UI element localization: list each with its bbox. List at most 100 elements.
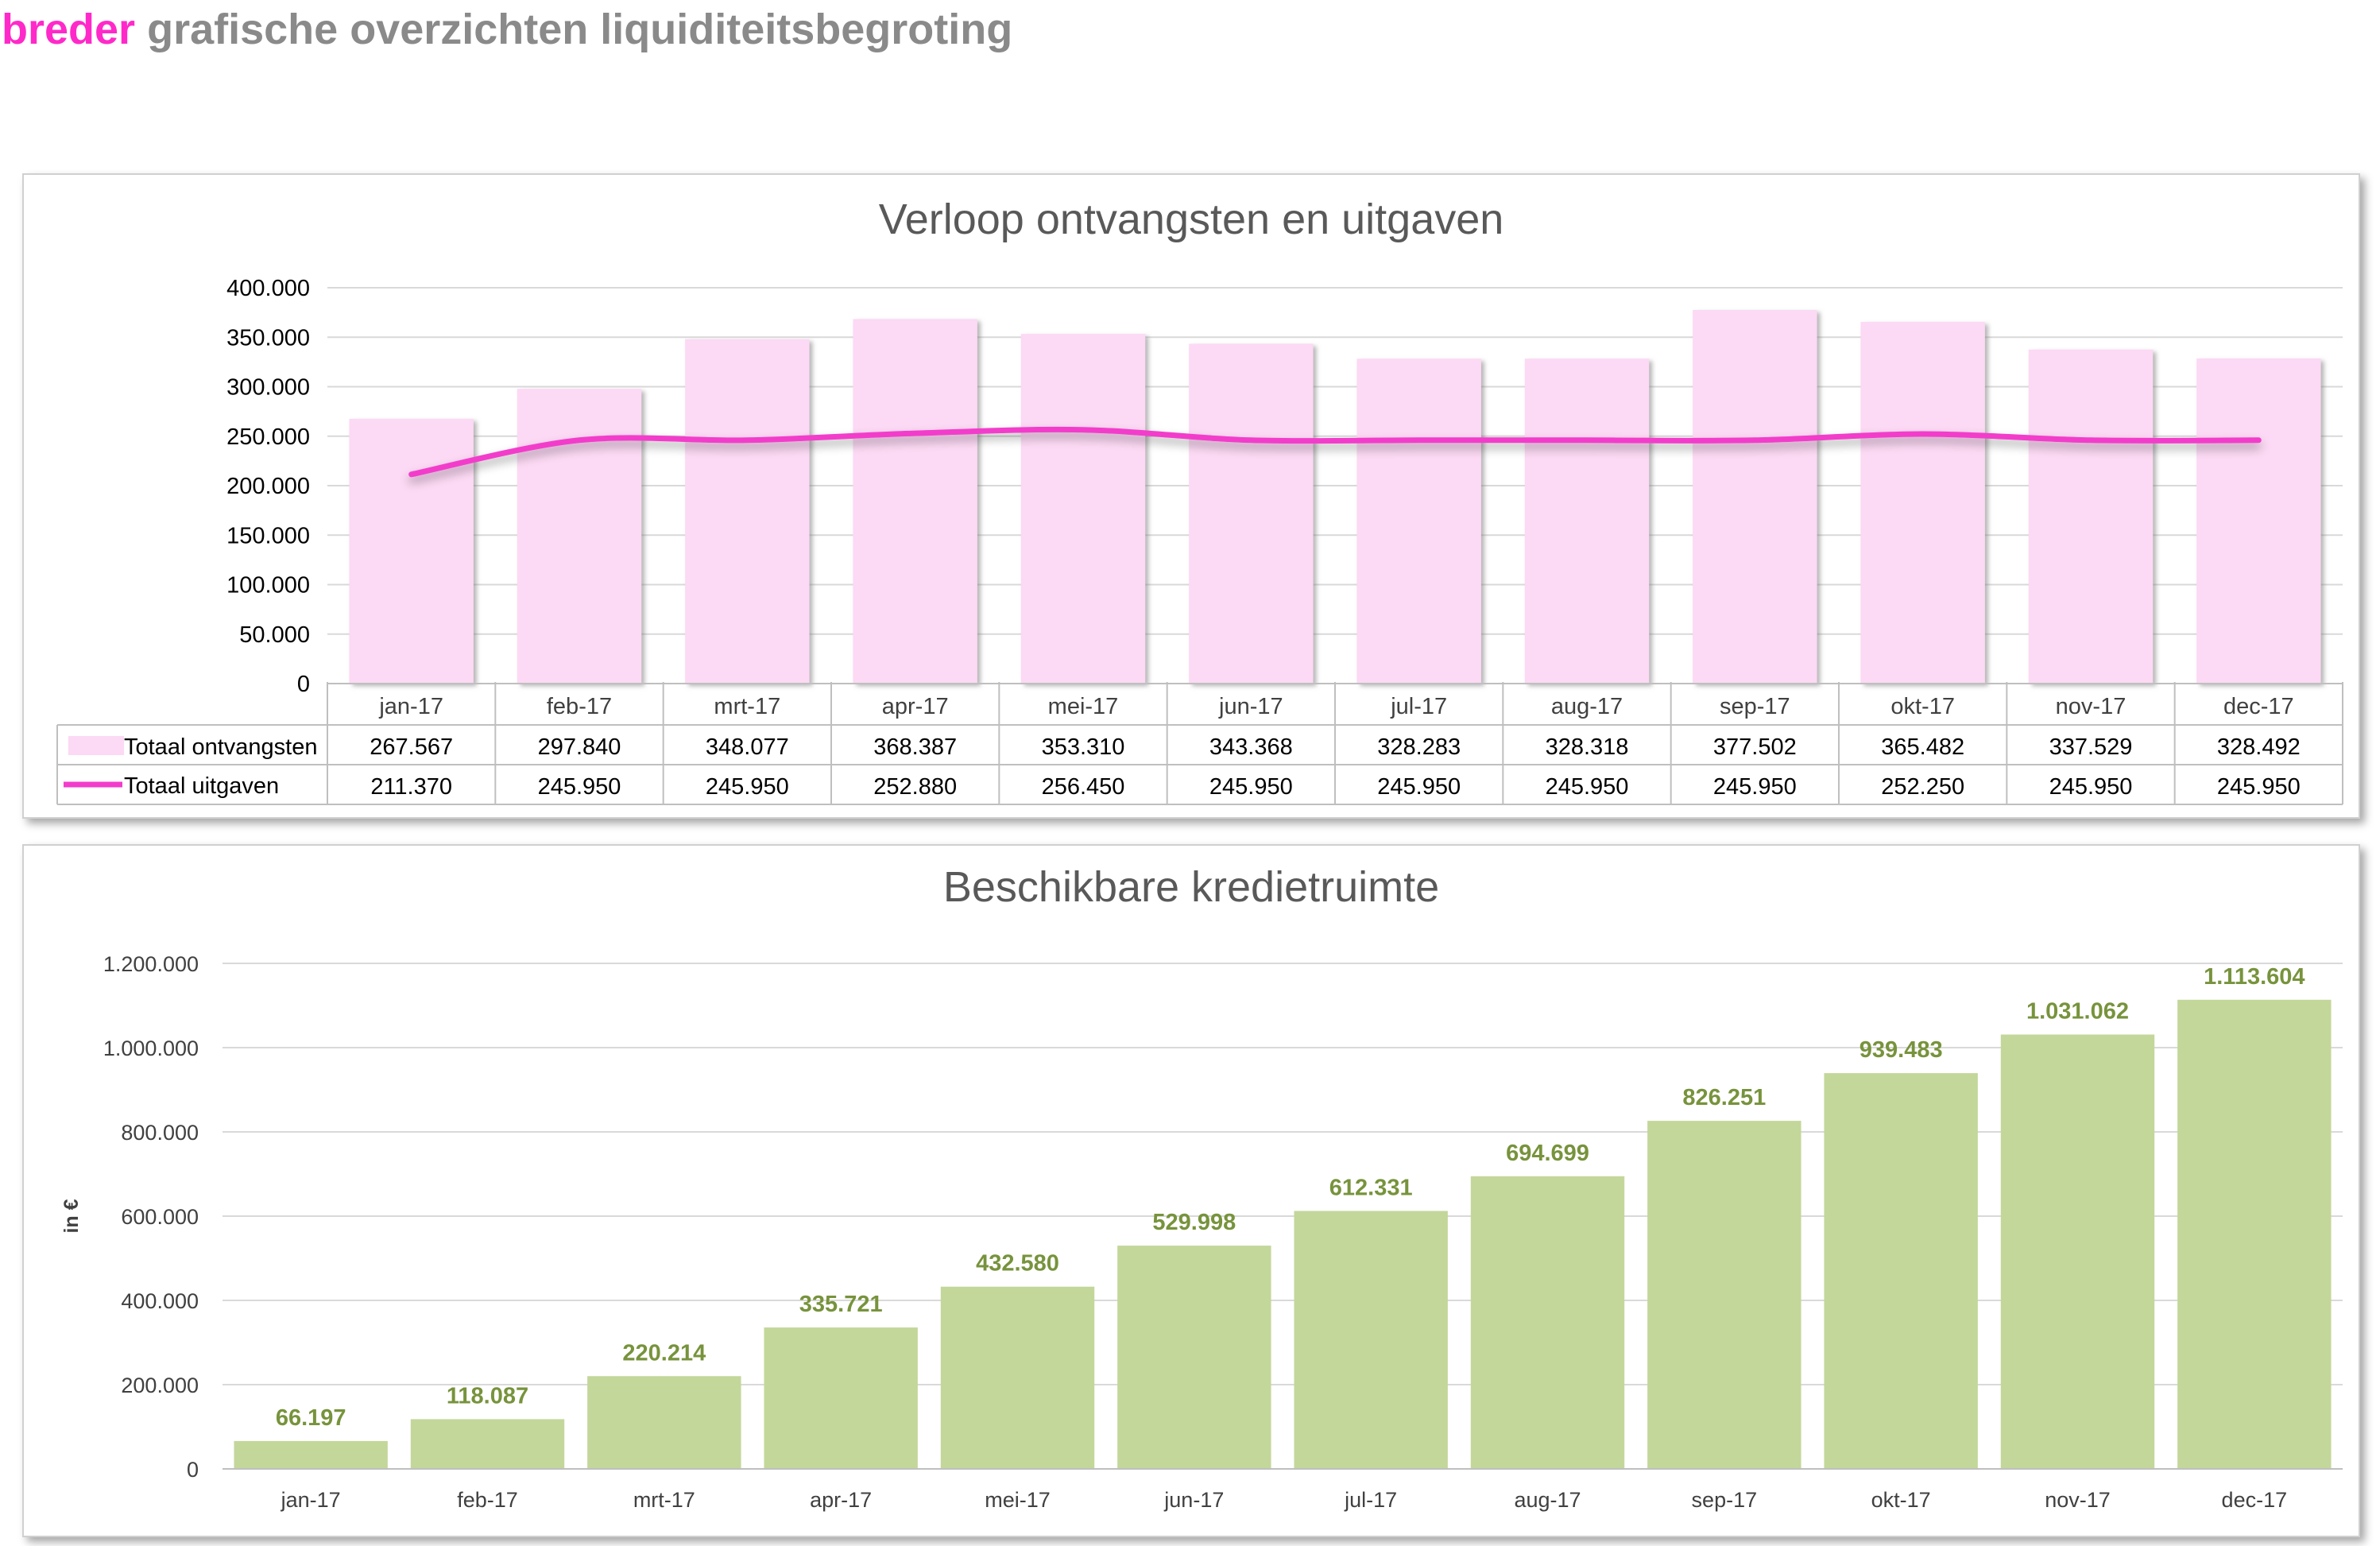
x-tick-label: mei-17 bbox=[985, 1488, 1051, 1512]
x-tick-label: feb-17 bbox=[457, 1488, 518, 1512]
chart-panel-credit: Beschikbare kredietruimte in € 0 200.000 400… bbox=[22, 844, 2360, 1537]
y-tick-label: 200.000 bbox=[121, 1374, 199, 1397]
y-tick-label: 1.000.000 bbox=[103, 1036, 199, 1060]
x-tick-label: apr-17 bbox=[810, 1488, 872, 1512]
chart-title: Verloop ontvangsten en uitgaven bbox=[879, 196, 1504, 243]
table-cell-ontvangsten: 348.077 bbox=[706, 734, 789, 760]
table-cell-uitgaven: 245.950 bbox=[1209, 774, 1293, 800]
x-tick-label: aug-17 bbox=[1551, 694, 1623, 719]
data-label: 432.580 bbox=[976, 1251, 1059, 1277]
bar-ontvangsten bbox=[1020, 334, 1146, 684]
brand-name: breder bbox=[2, 6, 136, 53]
bar-kredietruimte bbox=[1824, 1073, 1978, 1469]
x-tick-label: okt-17 bbox=[1890, 694, 1955, 719]
y-tick-label: 0 bbox=[297, 672, 310, 697]
bar-kredietruimte bbox=[410, 1419, 565, 1469]
bar-kredietruimte bbox=[587, 1376, 741, 1469]
line-uitgaven bbox=[408, 426, 2262, 478]
legend-key-ontvangsten bbox=[68, 736, 124, 755]
bar-kredietruimte bbox=[2177, 999, 2332, 1469]
bar-ontvangsten bbox=[1524, 358, 1650, 684]
bar-ontvangsten bbox=[853, 319, 977, 684]
bar-kredietruimte bbox=[234, 1440, 388, 1469]
data-label: 826.251 bbox=[1682, 1085, 1766, 1110]
table-cell-uitgaven: 245.950 bbox=[1377, 774, 1461, 800]
bar-ontvangsten bbox=[349, 418, 474, 684]
table-cell-uitgaven: 252.880 bbox=[873, 774, 957, 800]
data-label: 529.998 bbox=[1152, 1210, 1236, 1235]
bar-ontvangsten bbox=[1189, 343, 1314, 684]
table-cell-ontvangsten: 267.567 bbox=[370, 734, 453, 760]
table-cell-uitgaven: 211.370 bbox=[370, 774, 452, 800]
x-tick-label: jan-17 bbox=[378, 694, 443, 719]
bar-kredietruimte bbox=[1294, 1211, 1448, 1469]
table-cell-uitgaven: 256.450 bbox=[1042, 774, 1125, 800]
y-tick-label: 800.000 bbox=[121, 1121, 199, 1145]
table-cell-ontvangsten: 343.368 bbox=[1209, 734, 1293, 760]
x-tick-label: mrt-17 bbox=[633, 1488, 695, 1512]
y-axis-label: in € bbox=[60, 1199, 83, 1233]
bar-kredietruimte bbox=[2000, 1034, 2155, 1469]
x-tick-label: aug-17 bbox=[1514, 1488, 1581, 1512]
bar-kredietruimte bbox=[1647, 1121, 1801, 1469]
x-tick-label: apr-17 bbox=[882, 694, 949, 719]
bar-ontvangsten bbox=[517, 389, 642, 684]
legend-label-uitgaven: Totaal uitgaven bbox=[124, 773, 279, 799]
y-tick-label: 150.000 bbox=[226, 523, 310, 548]
data-label: 220.214 bbox=[622, 1340, 706, 1366]
page-title: breder grafische overzichten liquiditeit… bbox=[2, 5, 1012, 54]
table-cell-ontvangsten: 328.318 bbox=[1546, 734, 1629, 760]
table-cell-ontvangsten: 368.387 bbox=[873, 734, 957, 760]
table-cell-uitgaven: 245.950 bbox=[2049, 774, 2133, 800]
table-cell-ontvangsten: 297.840 bbox=[538, 734, 621, 760]
bar-kredietruimte bbox=[1470, 1176, 1625, 1469]
y-tick-label: 100.000 bbox=[226, 573, 310, 599]
x-tick-label: okt-17 bbox=[1871, 1488, 1931, 1512]
x-tick-label: mei-17 bbox=[1048, 694, 1119, 719]
data-label: 1.031.062 bbox=[2026, 999, 2129, 1025]
table-cell-uitgaven: 245.950 bbox=[2217, 774, 2301, 800]
bar-kredietruimte bbox=[764, 1327, 918, 1469]
legend-label-ontvangsten: Totaal ontvangsten bbox=[124, 734, 317, 760]
data-label: 335.721 bbox=[799, 1292, 883, 1317]
page-subtitle: grafische overzichten liquiditeitsbegrot… bbox=[147, 6, 1013, 53]
table-cell-uitgaven: 245.950 bbox=[1546, 774, 1629, 800]
y-tick-label: 200.000 bbox=[226, 474, 310, 499]
table-cell-uitgaven: 245.950 bbox=[706, 774, 789, 800]
chart-panel-cashflow: Verloop ontvangsten en uitgaven 0 50.000 10… bbox=[22, 173, 2360, 819]
x-tick-label: jan-17 bbox=[281, 1488, 341, 1512]
x-tick-label: jul-17 bbox=[1390, 694, 1447, 719]
table-cell-ontvangsten: 377.502 bbox=[1713, 734, 1797, 760]
data-label: 694.699 bbox=[1506, 1141, 1589, 1166]
y-tick-label: 250.000 bbox=[226, 424, 310, 450]
bar-ontvangsten bbox=[1860, 321, 1985, 684]
bar-ontvangsten bbox=[2028, 349, 2154, 684]
x-tick-label: sep-17 bbox=[1720, 694, 1790, 719]
x-tick-label: nov-17 bbox=[2056, 694, 2127, 719]
x-tick-label: jun-17 bbox=[1218, 694, 1283, 719]
bar-ontvangsten bbox=[1693, 310, 1817, 684]
bar-ontvangsten bbox=[685, 339, 810, 684]
y-tick-label: 50.000 bbox=[239, 622, 310, 648]
x-tick-label: jul-17 bbox=[1344, 1488, 1397, 1512]
x-tick-label: sep-17 bbox=[1692, 1488, 1758, 1512]
y-tick-label: 300.000 bbox=[226, 375, 310, 401]
data-label: 612.331 bbox=[1329, 1175, 1413, 1200]
table-cell-uitgaven: 245.950 bbox=[538, 774, 621, 800]
data-label: 66.197 bbox=[276, 1405, 346, 1431]
x-tick-label: nov-17 bbox=[2045, 1488, 2111, 1512]
x-tick-label: dec-17 bbox=[2222, 1488, 2288, 1512]
data-label: 939.483 bbox=[1859, 1037, 1943, 1063]
table-cell-ontvangsten: 328.283 bbox=[1377, 734, 1461, 760]
x-tick-label: mrt-17 bbox=[714, 694, 780, 719]
bar-kredietruimte bbox=[940, 1286, 1095, 1469]
table-cell-ontvangsten: 353.310 bbox=[1042, 734, 1125, 760]
credit-chart: Beschikbare kredietruimte in € 0 200.000 400… bbox=[60, 863, 2343, 1512]
table-cell-ontvangsten: 337.529 bbox=[2049, 734, 2133, 760]
bar-ontvangsten bbox=[2196, 358, 2321, 684]
x-tick-label: jun-17 bbox=[1163, 1488, 1224, 1512]
bar-kredietruimte bbox=[1117, 1246, 1271, 1469]
y-tick-label: 400.000 bbox=[121, 1289, 199, 1313]
y-tick-label: 350.000 bbox=[226, 325, 310, 351]
y-tick-label: 400.000 bbox=[226, 276, 310, 301]
